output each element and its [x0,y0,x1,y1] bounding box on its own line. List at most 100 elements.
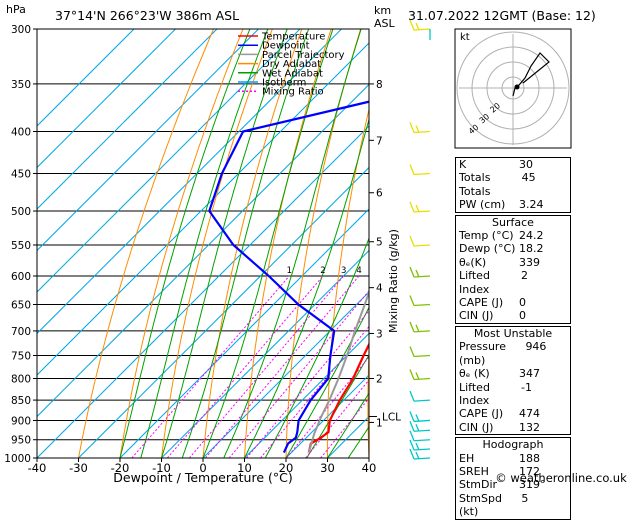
pressure-tick-label: 500 [11,206,31,218]
mixing-ratio-value-label: 3 [341,266,346,276]
wind-barb-flag [410,164,414,174]
wind-barb-shaft [414,331,430,332]
wind-barb-flag [410,431,414,441]
surface-value: 0 [519,309,567,322]
wind-barb-shaft [414,440,430,441]
pressure-tick-label: 700 [11,326,31,338]
wind-barb-shaft [414,355,430,356]
isotherm-line [0,29,425,458]
km-unit-label: km [374,4,391,17]
wind-barb-flag [416,424,419,431]
mixing-ratio-value-label: 4 [356,266,361,276]
legend-label: Mixing Ratio [262,87,324,98]
hodograph-stats-title: Hodograph [456,438,570,451]
surface-row: Temp (°C) 24.2 [456,229,570,242]
wind-barb-flag [410,123,414,133]
wind-barb-flag [410,267,414,277]
temperature-tick-label: -40 [28,461,47,475]
dry-adiabat-line [79,29,214,458]
lcl-label: LCL [382,411,401,423]
mixing-ratio-value-label: 6 [379,266,384,276]
temperature-tick-label: 30 [320,461,335,475]
surface-row: CIN (J)0 [456,309,570,322]
mixing-ratio-line [132,276,289,458]
most-unstable-value: 946 [525,340,567,367]
km-tick-label: 3 [376,328,383,340]
wind-barb-flag [410,421,414,431]
dry-adiabat-line [120,29,243,458]
wind-barb-flag [416,126,419,133]
km-tick-label: 4 [376,283,383,295]
index-label: K [459,158,466,171]
pressure-tick-label: 300 [11,24,31,36]
temperature-tick-label: -30 [69,461,88,475]
most-unstable-value: 132 [519,421,567,434]
pressure-tick-label: 600 [11,271,31,283]
wind-barb-flag [416,205,419,212]
x-axis-label: Dewpoint / Temperature (°C) [113,470,292,485]
wind-barb-flag [416,372,419,379]
pressure-tick-label: 350 [11,79,31,91]
index-label: Totals Totals [459,171,522,198]
storm-motion-marker [515,85,520,90]
wind-barb-flag [410,296,414,306]
most-unstable-label: θₑ (K) [459,367,490,380]
wind-barb-shaft [414,378,430,379]
surface-value: 339 [519,256,567,269]
pressure-tick-label: 850 [11,395,31,407]
wind-barb-flag [410,369,414,379]
most-unstable-label: CIN (J) [459,421,493,434]
mixing-ratio-line [189,276,343,458]
mixing-ratio-value-label: 15 [430,266,441,276]
mixing-ratio-line [167,276,323,458]
pressure-tick-label: 950 [11,435,31,447]
km-tick-label: 7 [376,135,383,147]
dry-adiabat-line [619,29,629,458]
hodograph-stat-value: 5 [521,492,567,519]
most-unstable-value: -1 [521,381,567,408]
km-tick-label: 8 [376,79,383,91]
most-unstable-row: θₑ (K)347 [456,367,570,380]
wind-barb-shaft [414,305,430,306]
surface-value: 24.2 [519,229,567,242]
hodograph-unit-label: kt [460,32,470,43]
km-tick-label: 6 [376,188,383,200]
hodograph-stat-label: StmSpd (kt) [459,492,521,519]
pressure-tick-label: 650 [11,300,31,312]
pressure-tick-label: 400 [11,127,31,139]
wind-barb-flag [410,202,414,212]
wind-barb-shaft [414,132,430,133]
dry-adiabat-line [586,29,618,458]
surface-row: CAPE (J)0 [456,296,570,309]
pressure-tick-label: 750 [11,350,31,362]
surface-label: Temp (°C) [459,229,514,242]
date-title: 31.07.2022 12GMT (Base: 12) [408,8,596,23]
pressure-tick-label: 900 [11,415,31,427]
pressure-axis: 3003504004505005506006507007508008509009… [4,24,37,465]
surface-value: 2 [521,269,567,296]
hodograph-stat-value: 172 [519,465,567,478]
wind-barb-flag [410,346,414,356]
hpa-unit-label: hPa [6,3,26,16]
pressure-tick-label: 450 [11,168,31,180]
surface-label: Lifted Index [459,269,521,296]
wind-barb-flag [410,411,414,421]
surface-label: Dewp (°C) [459,242,515,255]
isotherm-line [0,29,259,458]
wind-barb-shaft [414,420,430,421]
location-title: 37°14'N 266°23'W 386m ASL [55,8,239,23]
wind-barb-shaft [414,211,430,212]
hodograph-stat-value: 188 [519,452,567,465]
most-unstable-value: 474 [519,407,567,420]
wind-barb-flag [410,440,414,450]
wind-barb-shaft [414,458,430,459]
isotherm-line [37,29,466,458]
